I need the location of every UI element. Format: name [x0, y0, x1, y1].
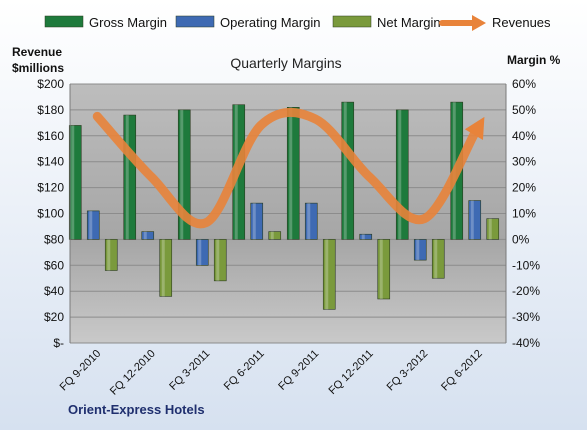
bar — [359, 233, 373, 240]
bar-highlight — [143, 231, 147, 240]
bar-highlight — [379, 239, 383, 299]
y-right-tick-label: 50% — [512, 103, 536, 117]
bar-highlight — [198, 239, 202, 266]
bar-highlight — [325, 239, 329, 310]
bar — [341, 101, 355, 240]
y-left-tick-label: $100 — [37, 207, 64, 221]
y-left-label-line2: $millions — [12, 61, 64, 75]
bar-highlight — [488, 218, 492, 240]
bar — [86, 210, 100, 240]
revenue-arrowhead — [464, 116, 485, 140]
y-right-label: Margin % — [507, 53, 561, 67]
y-left-tick-label: $200 — [37, 77, 64, 91]
legend-label: Operating Margin — [220, 15, 320, 30]
y-left-tick-label: $160 — [37, 129, 64, 143]
bar-highlight — [270, 231, 274, 240]
bar — [413, 239, 427, 261]
revenue-line-group — [92, 107, 485, 229]
bar-highlight — [343, 102, 347, 240]
legend-swatch — [44, 15, 84, 28]
bars-group — [68, 101, 500, 310]
y-right-tick-label: 20% — [512, 181, 536, 195]
y-right-tick-label: -40% — [512, 336, 540, 350]
bar-highlight — [161, 239, 165, 297]
bar-highlight — [361, 234, 365, 240]
y-left-label-line1: Revenue — [12, 45, 62, 59]
bar — [159, 239, 173, 297]
bar — [68, 125, 82, 240]
revenue-line — [92, 107, 480, 229]
y-right-tick-label: 30% — [512, 155, 536, 169]
legend-label: Revenues — [492, 15, 551, 30]
y-right-tick-label: 60% — [512, 77, 536, 91]
bar-highlight — [252, 203, 256, 240]
bar — [250, 202, 264, 240]
legend-label: Net Margin — [377, 15, 441, 30]
y-left-tick-label: $180 — [37, 103, 64, 117]
legend-swatch-arrow — [472, 15, 486, 31]
y-left-tick-label: $60 — [44, 258, 64, 272]
y-right-tick-label: 40% — [512, 129, 536, 143]
bar — [377, 239, 391, 300]
company-name: Orient-Express Hotels — [68, 402, 205, 417]
bar-highlight — [216, 239, 220, 281]
bar — [141, 231, 155, 240]
legend-label: Gross Margin — [89, 15, 167, 30]
bar — [431, 239, 445, 279]
bar-highlight — [289, 107, 293, 240]
y-left-tick-label: $80 — [44, 232, 64, 246]
bar-highlight — [398, 109, 402, 240]
y-left-tick-label: $120 — [37, 181, 64, 195]
bar-highlight — [180, 109, 184, 240]
y-right-tick-label: -10% — [512, 258, 540, 272]
y-right-tick-label: 10% — [512, 207, 536, 221]
y-left-tick-label: $140 — [37, 155, 64, 169]
bar-highlight — [434, 239, 438, 279]
bar — [304, 202, 318, 240]
bar-highlight — [71, 125, 75, 240]
y-left-tick-label: $20 — [44, 310, 64, 324]
bar — [104, 239, 118, 271]
bar — [486, 218, 500, 240]
bar — [322, 239, 336, 310]
y-right-tick-label: 0% — [512, 232, 530, 246]
bar — [123, 114, 137, 240]
bar-highlight — [125, 115, 129, 240]
y-left-tick-label: $40 — [44, 284, 64, 298]
bar — [286, 107, 300, 240]
y-right-tick-label: -30% — [512, 310, 540, 324]
bar-highlight — [470, 200, 474, 240]
chart-title: Quarterly Margins — [230, 55, 341, 71]
bar — [268, 231, 282, 240]
bar — [195, 239, 209, 266]
legend-swatch — [332, 15, 372, 28]
legend-swatch — [175, 15, 215, 28]
bar-highlight — [89, 210, 93, 240]
y-right-tick-label: -20% — [512, 284, 540, 298]
bar-highlight — [307, 203, 311, 240]
legend: Gross Margin Operating Margin Net Margin Re… — [44, 15, 551, 31]
bar — [213, 239, 227, 282]
y-left-tick-label: $- — [53, 336, 64, 350]
bar-highlight — [416, 239, 420, 261]
bar-highlight — [107, 239, 111, 271]
bar — [468, 200, 482, 240]
